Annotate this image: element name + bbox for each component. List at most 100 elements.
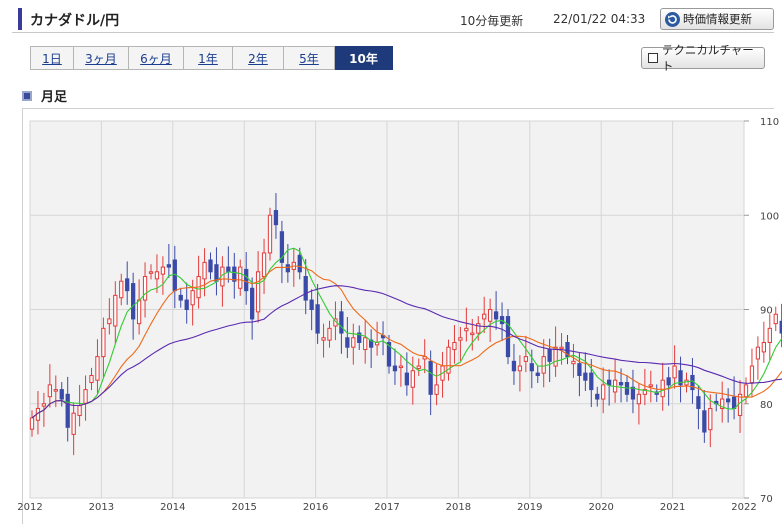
candle-body: [416, 365, 421, 369]
candle-body: [178, 294, 183, 301]
candle-body: [29, 417, 35, 430]
tab-10y[interactable]: 10年: [335, 46, 393, 70]
y-tick-label: 70: [760, 494, 773, 505]
candle-body: [505, 316, 511, 358]
candle-body: [761, 341, 766, 353]
x-tick-label: 2015: [231, 502, 256, 513]
y-tick-label: 80: [760, 400, 773, 411]
candle-body: [493, 311, 499, 320]
candle-body: [166, 264, 171, 268]
x-tick-label: 2013: [89, 502, 114, 513]
candle-body: [767, 327, 772, 343]
candle-body: [410, 370, 415, 388]
candle-body: [553, 346, 558, 367]
candle-body: [434, 384, 439, 395]
tab-6m[interactable]: 6ヶ月: [129, 46, 184, 70]
x-tick-label: 2017: [374, 502, 399, 513]
chart-frame: [22, 108, 774, 524]
candle-body: [321, 337, 326, 341]
period-marker-icon: [22, 90, 32, 101]
candle-body: [404, 372, 409, 386]
candle-body: [363, 337, 368, 351]
candle-body: [422, 356, 427, 360]
candle-body: [244, 268, 249, 292]
moving-average-line: [31, 265, 782, 419]
candle-body: [648, 384, 653, 387]
candle-body: [660, 379, 665, 398]
candle-body: [208, 259, 213, 273]
y-tick-label: 110: [760, 117, 779, 128]
candle-body: [630, 386, 636, 400]
candle-body: [726, 398, 731, 403]
candle-body: [101, 327, 106, 358]
candle-body: [190, 290, 195, 306]
candle-body: [53, 389, 58, 392]
candle-body: [142, 276, 148, 301]
candle-body: [154, 271, 160, 280]
candle-body: [529, 363, 534, 372]
candle-body: [535, 372, 540, 376]
candle-body: [636, 393, 642, 405]
x-tick-label: 2018: [446, 502, 471, 513]
candle-body: [642, 389, 647, 395]
tab-2y[interactable]: 2年: [233, 46, 284, 70]
candle-body: [279, 231, 285, 263]
header-accent-bar: [18, 8, 22, 30]
refresh-icon: [665, 11, 680, 27]
candle-body: [470, 332, 475, 336]
candle-body: [59, 389, 64, 400]
candle-body: [583, 372, 588, 381]
tab-3m[interactable]: 3ヶ月: [74, 46, 129, 70]
candle-body: [131, 283, 136, 320]
candle-body: [392, 365, 398, 372]
candle-body: [446, 346, 451, 374]
candle-body: [571, 360, 576, 365]
candle-body: [684, 379, 689, 386]
x-tick-label: 2019: [517, 502, 542, 513]
moving-average-line: [31, 285, 782, 419]
candle-body: [398, 365, 404, 369]
x-tick-label: 2020: [588, 502, 613, 513]
candle-body: [601, 384, 606, 400]
candle-body: [559, 346, 564, 350]
candle-body: [589, 372, 594, 391]
y-tick-label: 100: [760, 211, 779, 222]
candle-body: [136, 299, 142, 325]
candle-body: [107, 318, 112, 325]
candle-body: [666, 377, 671, 386]
window-icon: [648, 53, 658, 63]
moving-average-line: [31, 247, 782, 419]
timestamp: 22/01/22 04:33: [553, 12, 646, 26]
candle-body: [369, 339, 374, 348]
candle-body: [488, 309, 493, 322]
x-tick-label: 2022: [731, 502, 756, 513]
grid: [29, 120, 745, 499]
tab-1y[interactable]: 1年: [184, 46, 233, 70]
candle-body: [327, 327, 332, 341]
candle-body: [517, 365, 523, 372]
candle-body: [386, 341, 392, 367]
candle-body: [351, 337, 356, 348]
candle-body: [41, 403, 47, 407]
candle-body: [607, 379, 612, 386]
refresh-price-button[interactable]: 時価情報更新: [660, 8, 774, 30]
candle-body: [250, 287, 255, 320]
candle-body: [755, 346, 761, 360]
tab-5y[interactable]: 5年: [284, 46, 335, 70]
candle-body: [95, 356, 100, 381]
candle-body: [113, 294, 118, 327]
technical-chart-button[interactable]: テクニカルチャート: [641, 43, 765, 73]
page-header: カナダドル/円 10分毎更新 22/01/22 04:33 時価情報更新: [12, 5, 774, 33]
x-tick-label: 2014: [160, 502, 185, 513]
candle-body: [315, 304, 320, 334]
candle-body: [743, 384, 749, 398]
candle-body: [708, 407, 713, 431]
candle-body: [160, 266, 166, 275]
candle-body: [285, 264, 290, 273]
candle-body: [452, 341, 457, 351]
tab-1d[interactable]: 1日: [30, 46, 74, 70]
candle-body: [702, 410, 707, 433]
candle-body: [720, 398, 725, 409]
period-heading: 月足: [22, 86, 67, 105]
